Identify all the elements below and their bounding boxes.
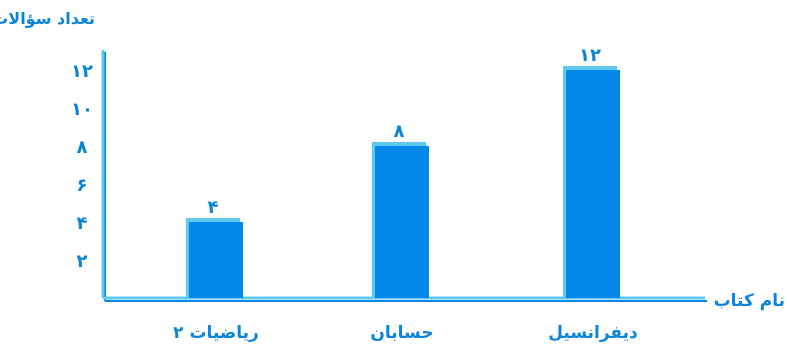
bar [566,70,620,298]
y-tick-label: ۲ [77,251,88,272]
y-axis-ticks: ۲ ۴ ۶ ۸ ۱۰ ۱۲ [71,61,93,272]
bar [375,146,429,298]
y-tick-label: ۶ [77,175,88,196]
chart-bars: ۴ ریاضیات ۲ ۸ حسابان ۱۲ دیفرانسیل [173,45,638,343]
bar [189,222,243,298]
bar-value-label: ۸ [394,121,405,142]
y-tick-label: ۴ [77,213,88,234]
y-tick-label: ۱۰ [71,99,93,120]
x-axis-label: نام کتاب [714,291,785,311]
x-category-label: حسابان [370,323,433,343]
x-category-label: دیفرانسیل [548,323,638,343]
y-tick-label: ۸ [77,137,88,158]
bar-value-label: ۴ [208,197,219,218]
y-tick-label: ۱۲ [71,61,93,82]
x-category-label: ریاضیات ۲ [173,323,259,343]
bar-value-label: ۱۲ [579,45,601,66]
y-axis-label: تعداد سؤالات [0,9,95,28]
